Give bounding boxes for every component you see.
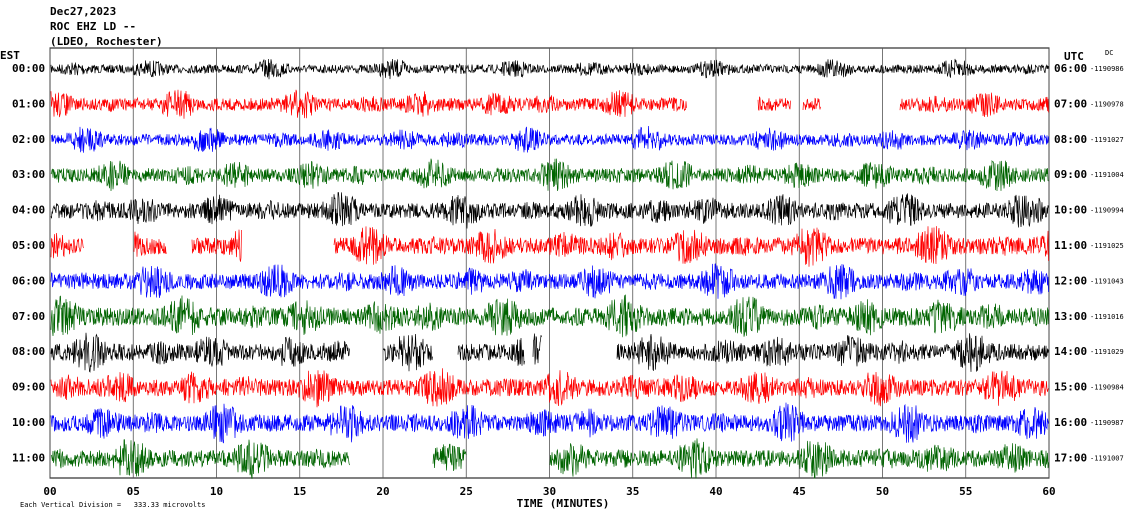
est-label: 04:00: [12, 204, 45, 217]
dc-value: -1190978: [1090, 100, 1124, 108]
dc-value: -1191027: [1090, 136, 1124, 144]
trace: [50, 294, 1049, 338]
est-label: 05:00: [12, 239, 45, 252]
utc-label: 14:00: [1054, 345, 1087, 358]
trace: [50, 192, 1049, 229]
utc-label: 15:00: [1054, 381, 1087, 394]
utc-label: 06:00: [1054, 62, 1087, 75]
x-tick-label: 50: [876, 485, 889, 498]
est-label: 11:00: [12, 451, 45, 464]
dc-value: -1191016: [1090, 313, 1124, 321]
trace: [50, 58, 1049, 80]
est-label: 09:00: [12, 381, 45, 394]
utc-label: 13:00: [1054, 310, 1087, 323]
dc-value: -1191025: [1090, 242, 1124, 250]
right-axis-label: UTC: [1064, 50, 1084, 63]
dc-value: -1191004: [1090, 171, 1124, 179]
est-label: 01:00: [12, 97, 45, 110]
dc-value: -1191007: [1090, 454, 1124, 462]
trace: [50, 158, 1049, 192]
utc-label: 10:00: [1054, 204, 1087, 217]
utc-label: 12:00: [1054, 274, 1087, 287]
utc-label: 16:00: [1054, 416, 1087, 429]
dc-value: -1190984: [1090, 384, 1124, 392]
x-tick-label: 10: [210, 485, 223, 498]
utc-label: 11:00: [1054, 239, 1087, 252]
x-tick-label: 05: [127, 485, 140, 498]
est-label: 07:00: [12, 310, 45, 323]
trace: [50, 402, 1049, 444]
left-axis-label: EST: [0, 49, 20, 62]
x-tick-label: 60: [1042, 485, 1055, 498]
est-label: 10:00: [12, 416, 45, 429]
dc-value: -1191029: [1090, 348, 1124, 356]
dc-label: DC: [1105, 49, 1113, 57]
x-tick-label: 35: [626, 485, 639, 498]
trace: [50, 368, 1049, 408]
x-tick-label: 20: [376, 485, 389, 498]
est-label: 02:00: [12, 133, 45, 146]
est-label: 08:00: [12, 345, 45, 358]
utc-label: 09:00: [1054, 168, 1087, 181]
title-line: (LDEO, Rochester): [50, 35, 163, 48]
est-label: 06:00: [12, 274, 45, 287]
dc-value: -1191043: [1090, 277, 1124, 285]
x-tick-label: 40: [709, 485, 722, 498]
est-label: 03:00: [12, 168, 45, 181]
x-tick-label: 55: [959, 485, 972, 498]
x-tick-label: 45: [793, 485, 806, 498]
trace: [50, 89, 1049, 119]
dc-value: -1190986: [1090, 65, 1124, 73]
x-axis-label: TIME (MINUTES): [517, 497, 610, 510]
x-tick-label: 25: [460, 485, 473, 498]
utc-label: 07:00: [1054, 97, 1087, 110]
trace: [50, 438, 1049, 479]
x-tick-label: 30: [543, 485, 556, 498]
est-label: 00:00: [12, 62, 45, 75]
footer: Each Vertical Division = 333.33 microvol…: [20, 501, 205, 509]
utc-label: 17:00: [1054, 451, 1087, 464]
trace: [50, 332, 1049, 373]
trace: [50, 263, 1049, 300]
trace: [50, 226, 1049, 267]
trace: [50, 125, 1049, 153]
dc-value: -1190987: [1090, 419, 1124, 427]
title-line: Dec27,2023: [50, 5, 116, 18]
x-tick-label: 15: [293, 485, 306, 498]
utc-label: 08:00: [1054, 133, 1087, 146]
x-tick-label: 00: [43, 485, 56, 498]
dc-value: -1190994: [1090, 207, 1124, 215]
title-line: ROC EHZ LD --: [50, 20, 136, 33]
